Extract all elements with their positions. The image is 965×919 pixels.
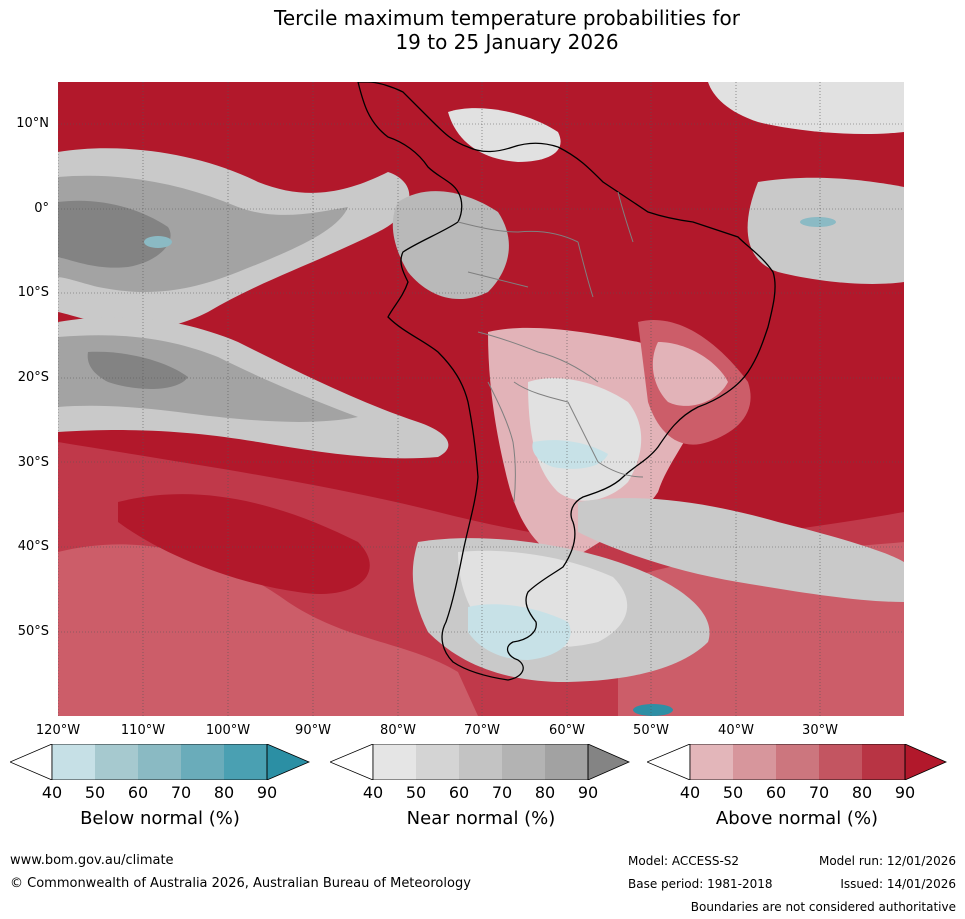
above-tick-40: 40 xyxy=(679,783,701,802)
map-title: Tercile maximum temperature probabilitie… xyxy=(0,6,965,54)
near-60-equatorial-atlantic xyxy=(747,177,904,284)
near-cbar-bin-70-80 xyxy=(502,744,545,780)
below-cbar-bin-70-80 xyxy=(181,744,224,780)
below-50-central-patch xyxy=(532,440,608,469)
near-cbar-lower-arrow xyxy=(330,744,374,780)
near-90-se-pacific xyxy=(87,351,188,389)
copyright-notice: © Commonwealth of Australia 2026, Austra… xyxy=(10,876,471,891)
above-cbar-bin-80-90 xyxy=(862,744,905,780)
below-tick-40: 40 xyxy=(41,783,63,802)
near-cbar-bin-40-50 xyxy=(373,744,416,780)
lon-label-30w: 30°W xyxy=(802,723,838,738)
near-tick-90: 90 xyxy=(577,783,599,802)
title-line-1: Tercile maximum temperature probabilitie… xyxy=(274,6,740,30)
lon-label-80w: 80°W xyxy=(380,723,416,738)
below-tick-60: 60 xyxy=(127,783,149,802)
below-50-patagonia xyxy=(468,604,571,660)
below-cbar-lower-arrow xyxy=(10,744,53,780)
coastline-south-america xyxy=(357,82,776,681)
lon-label-110w: 110°W xyxy=(120,723,166,738)
lat-label-0: 0° xyxy=(34,201,49,216)
above-tick-50: 50 xyxy=(722,783,744,802)
above-cbar-upper-arrow xyxy=(904,744,947,780)
bom-website-link[interactable]: www.bom.gov.au/climate xyxy=(10,853,174,868)
lat-label-40s: 40°S xyxy=(17,539,49,554)
near-60-south-atlantic xyxy=(578,498,904,602)
above-cbar-bin-70-80 xyxy=(819,744,862,780)
below-70-atlantic-patch xyxy=(800,217,836,227)
below-cbar-upper-arrow xyxy=(266,744,310,780)
above-70-south-patch xyxy=(58,544,478,716)
above-tick-70: 70 xyxy=(808,783,830,802)
lon-label-50w: 50°W xyxy=(633,723,669,738)
near-cbar-upper-arrow xyxy=(587,744,630,780)
lon-label-40w: 40°W xyxy=(718,723,754,738)
below-tick-70: 70 xyxy=(170,783,192,802)
lon-label-60w: 60°W xyxy=(549,723,585,738)
base-period: Base period: 1981-2018 xyxy=(628,877,773,891)
near-70-north-continent xyxy=(392,191,509,300)
below-normal-title: Below normal (%) xyxy=(80,808,240,829)
near-tick-40: 40 xyxy=(362,783,384,802)
lon-label-70w: 70°W xyxy=(464,723,500,738)
title-line-2: 19 to 25 January 2026 xyxy=(395,30,619,54)
below-90-south-atlantic-patch xyxy=(633,704,673,716)
near-tick-70: 70 xyxy=(491,783,513,802)
near-tick-60: 60 xyxy=(448,783,470,802)
above-cbar-bin-50-60 xyxy=(733,744,776,780)
lon-label-100w: 100°W xyxy=(205,723,251,738)
model-name: Model: ACCESS-S2 xyxy=(628,854,740,868)
lat-label-10n: 10°N xyxy=(16,116,49,131)
above-tick-80: 80 xyxy=(851,783,873,802)
below-tick-50: 50 xyxy=(84,783,106,802)
lat-label-30s: 30°S xyxy=(17,455,49,470)
above-cbar-bin-60-70 xyxy=(776,744,819,780)
near-50-atlantic-north xyxy=(708,82,904,134)
below-cbar-bin-40-50 xyxy=(52,744,95,780)
below-70-pacific-patch xyxy=(144,236,172,248)
above-tick-60: 60 xyxy=(765,783,787,802)
near-cbar-bin-50-60 xyxy=(416,744,459,780)
near-tick-50: 50 xyxy=(405,783,427,802)
above-80-southwest-core xyxy=(118,494,370,594)
above-tick-90: 90 xyxy=(894,783,916,802)
lat-label-50s: 50°S xyxy=(17,624,49,639)
near-90-pacific-core xyxy=(58,200,171,268)
issued-date: Issued: 14/01/2026 xyxy=(840,877,956,891)
lon-label-90w: 90°W xyxy=(295,723,331,738)
below-cbar-bin-80-90 xyxy=(224,744,267,780)
above-cbar-bin-40-50 xyxy=(690,744,733,780)
above-50-brazil-interior xyxy=(652,342,728,406)
near-normal-colorbar xyxy=(330,744,630,780)
below-cbar-bin-50-60 xyxy=(95,744,138,780)
lon-label-120w: 120°W xyxy=(35,723,81,738)
graticule xyxy=(58,82,904,716)
probability-map xyxy=(58,82,904,716)
above-normal-title: Above normal (%) xyxy=(715,808,879,829)
near-normal-title: Near normal (%) xyxy=(406,808,556,829)
below-tick-80: 80 xyxy=(213,783,235,802)
below-cbar-bin-60-70 xyxy=(138,744,181,780)
near-cbar-bin-60-70 xyxy=(459,744,502,780)
below-tick-90: 90 xyxy=(256,783,278,802)
lat-label-10s: 10°S xyxy=(17,285,49,300)
near-cbar-bin-80-90 xyxy=(545,744,588,780)
national-borders xyxy=(457,191,644,503)
boundaries-disclaimer: Boundaries are not considered authoritat… xyxy=(690,900,956,914)
near-tick-80: 80 xyxy=(534,783,556,802)
above-normal-colorbar xyxy=(647,744,947,780)
model-run-date: Model run: 12/01/2026 xyxy=(818,854,956,868)
near-50-north-patch xyxy=(448,108,561,162)
lat-label-20s: 20°S xyxy=(17,370,49,385)
below-normal-colorbar xyxy=(10,744,310,780)
above-cbar-lower-arrow xyxy=(647,744,691,780)
